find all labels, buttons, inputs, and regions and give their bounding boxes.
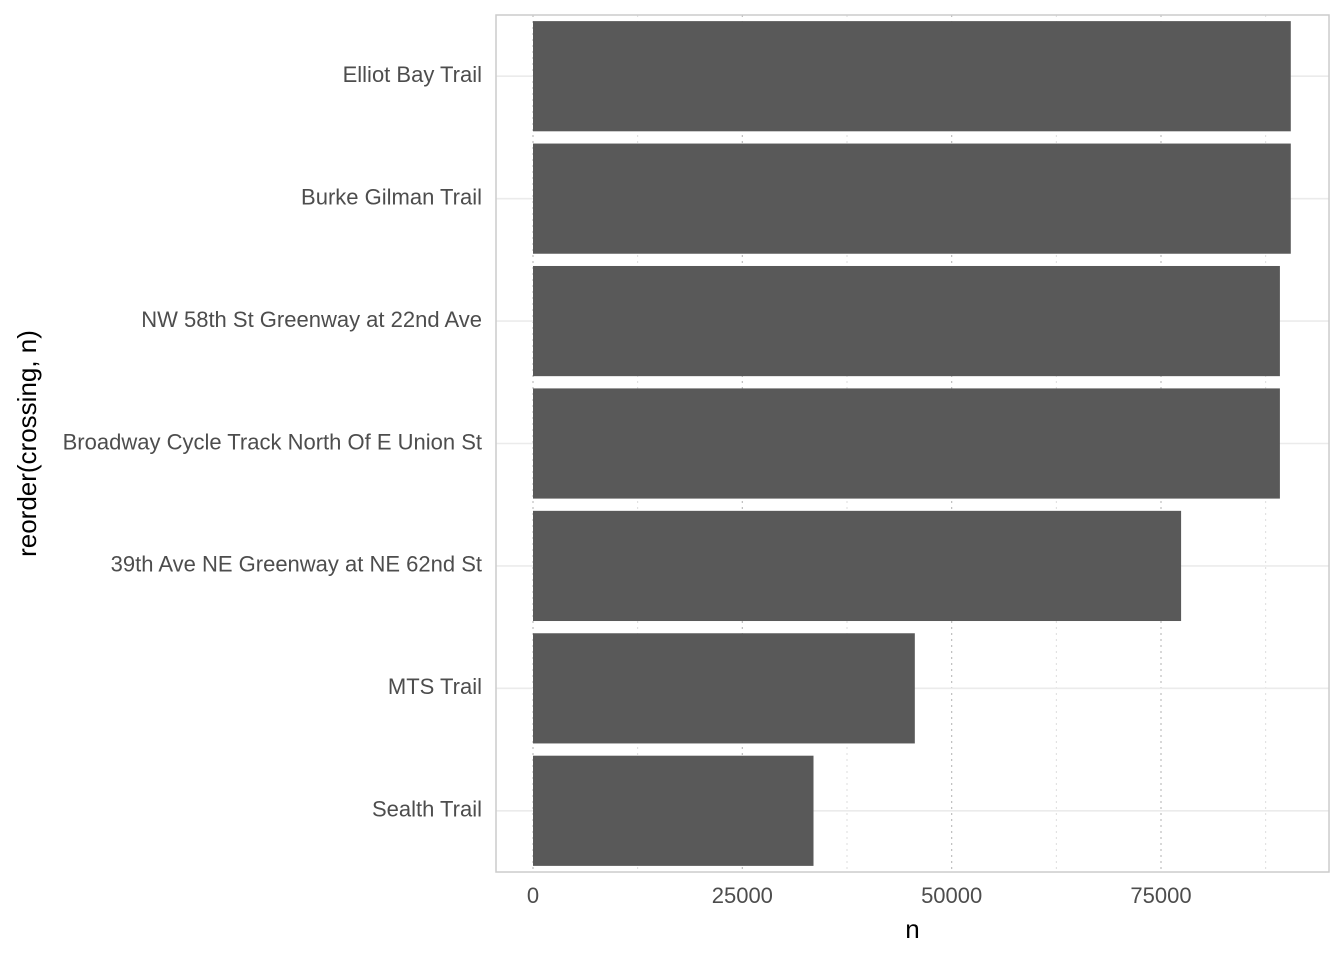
y-tick-label: 39th Ave NE Greenway at NE 62nd St — [111, 552, 482, 577]
x-axis-title: n — [905, 914, 919, 944]
y-tick-label: MTS Trail — [388, 674, 482, 699]
x-tick-label: 25000 — [712, 883, 773, 908]
x-axis: 0 25000 50000 75000 — [527, 883, 1192, 908]
bar — [533, 143, 1291, 254]
x-tick-label: 50000 — [921, 883, 982, 908]
bar — [533, 755, 814, 866]
bar — [533, 265, 1280, 377]
panel-border — [495, 14, 1330, 873]
bar — [533, 388, 1280, 499]
y-axis-title: reorder(crossing, n) — [12, 330, 42, 557]
bar — [533, 510, 1182, 622]
bars — [533, 21, 1291, 866]
y-axis: Elliot Bay Trail Burke Gilman Trail NW 58t… — [63, 62, 482, 822]
bar — [533, 21, 1291, 132]
x-tick-label: 75000 — [1130, 883, 1191, 908]
y-tick-label: NW 58th St Greenway at 22nd Ave — [141, 307, 482, 332]
y-tick-label: Sealth Trail — [372, 797, 482, 822]
bar — [533, 633, 915, 744]
y-tick-label: Broadway Cycle Track North Of E Union St — [63, 429, 482, 454]
y-tick-label: Burke Gilman Trail — [301, 184, 482, 209]
x-tick-label: 0 — [527, 883, 539, 908]
y-tick-label: Elliot Bay Trail — [343, 62, 482, 87]
